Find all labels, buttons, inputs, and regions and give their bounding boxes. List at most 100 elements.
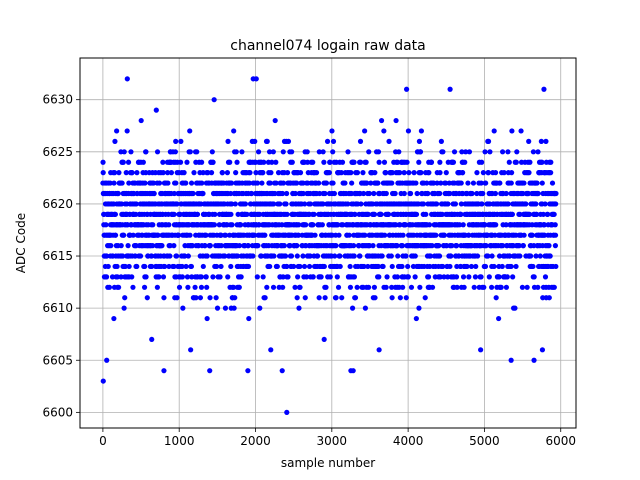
data-point: [154, 284, 160, 290]
data-point: [204, 284, 210, 290]
data-point: [282, 253, 289, 259]
data-point: [318, 274, 324, 280]
data-point: [222, 253, 228, 259]
data-point: [357, 138, 364, 144]
data-point: [360, 190, 367, 197]
data-point: [518, 128, 524, 134]
data-point: [413, 315, 419, 322]
data-point: [174, 201, 180, 207]
data-point: [401, 170, 407, 176]
data-point: [379, 253, 385, 259]
data-point: [285, 138, 292, 144]
data-point: [232, 295, 238, 301]
data-point: [231, 128, 237, 134]
data-point: [335, 284, 342, 290]
data-point: [499, 263, 505, 270]
data-point: [447, 190, 453, 197]
data-point: [228, 180, 235, 186]
data-point: [420, 201, 427, 207]
data-point: [386, 138, 392, 144]
data-point: [322, 190, 328, 197]
data-point: [342, 180, 348, 186]
data-point: [508, 180, 514, 186]
data-point: [304, 149, 310, 155]
data-point: [150, 180, 157, 186]
data-point: [483, 243, 489, 249]
data-point: [289, 159, 295, 165]
data-point: [397, 170, 403, 176]
data-point: [487, 149, 493, 155]
data-point: [389, 180, 395, 186]
data-point: [292, 190, 298, 197]
data-point: [437, 190, 443, 197]
data-point: [445, 201, 451, 207]
data-point: [351, 274, 357, 280]
data-point: [262, 232, 268, 238]
data-point: [115, 190, 121, 197]
data-point: [437, 274, 443, 280]
data-point: [542, 274, 549, 280]
data-point: [108, 243, 114, 249]
data-point: [416, 159, 422, 165]
data-point: [383, 284, 389, 290]
y-tick-label: 6630: [42, 93, 73, 107]
data-point: [183, 263, 189, 270]
data-point: [187, 232, 193, 238]
data-point: [312, 232, 318, 238]
data-point: [294, 295, 300, 301]
data-point: [239, 149, 245, 155]
data-point: [376, 159, 382, 165]
data-point: [413, 180, 419, 186]
data-point: [234, 159, 240, 165]
data-point: [126, 263, 132, 270]
data-point: [458, 180, 464, 186]
data-point: [447, 86, 453, 92]
data-point: [198, 284, 205, 290]
data-point: [236, 243, 243, 249]
data-point: [189, 274, 195, 280]
data-point: [474, 253, 481, 259]
data-point: [303, 222, 309, 228]
data-point: [213, 263, 220, 270]
data-point: [134, 263, 140, 270]
data-point: [372, 170, 378, 176]
data-point: [513, 263, 519, 270]
data-point: [321, 336, 327, 343]
data-point: [229, 222, 235, 228]
data-point: [451, 149, 458, 155]
data-point: [114, 263, 120, 270]
data-point: [538, 138, 544, 144]
data-point: [121, 305, 127, 311]
data-point: [227, 159, 233, 165]
y-tick-label: 6600: [42, 405, 73, 419]
data-point: [510, 274, 516, 280]
data-point: [508, 263, 514, 270]
data-point: [310, 274, 316, 280]
data-point: [441, 232, 448, 238]
data-point: [161, 295, 167, 301]
data-point: [162, 263, 168, 270]
data-point: [171, 243, 177, 249]
data-point: [252, 138, 258, 144]
data-point: [313, 170, 320, 176]
data-point: [539, 180, 545, 186]
data-point: [214, 305, 221, 311]
data-point: [253, 170, 259, 176]
data-point: [388, 253, 394, 259]
data-point: [340, 222, 346, 228]
data-point: [228, 190, 234, 197]
data-point: [270, 149, 276, 155]
data-point: [516, 243, 522, 249]
data-point: [291, 263, 297, 270]
data-point: [232, 201, 238, 207]
data-point: [190, 190, 196, 197]
data-point: [478, 347, 484, 353]
data-point: [426, 222, 433, 228]
data-point: [103, 274, 110, 280]
data-point: [548, 170, 554, 176]
data-point: [279, 368, 285, 374]
data-point: [543, 138, 549, 144]
data-point: [320, 149, 326, 155]
data-point: [203, 232, 209, 238]
data-point: [482, 149, 488, 155]
